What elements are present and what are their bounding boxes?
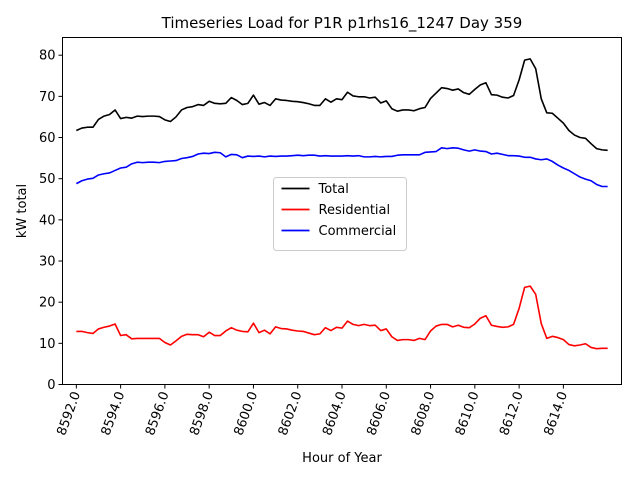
series-line-residential bbox=[76, 285, 608, 350]
legend-label-commercial: Commercial bbox=[319, 224, 397, 239]
series-line-total bbox=[76, 58, 608, 152]
series-line-commercial bbox=[75, 147, 608, 188]
legend-label-total: Total bbox=[318, 182, 349, 197]
y-tick-label: 20 bbox=[39, 296, 56, 311]
y-tick-label: 50 bbox=[39, 172, 56, 187]
y-tick-label: 70 bbox=[39, 90, 56, 105]
y-tick-label: 80 bbox=[39, 49, 56, 64]
legend-box bbox=[273, 177, 407, 251]
y-tick-label: 30 bbox=[39, 255, 56, 270]
y-axis-label: kW total bbox=[15, 184, 30, 238]
x-axis-label: Hour of Year bbox=[302, 451, 382, 466]
legend-label-residential: Residential bbox=[319, 203, 391, 218]
y-tick-label: 60 bbox=[39, 131, 56, 146]
y-axis: 0 10 20 30 40 50 60 70 80 bbox=[39, 49, 63, 393]
chart-title: Timeseries Load for P1R p1rhs16_1247 Day… bbox=[161, 14, 523, 33]
y-tick-label: 10 bbox=[39, 337, 56, 352]
legend: Total Residential Commercial bbox=[273, 177, 407, 251]
y-tick-label: 0 bbox=[47, 378, 55, 393]
series-layer bbox=[75, 58, 608, 350]
y-tick-label: 40 bbox=[39, 213, 56, 228]
